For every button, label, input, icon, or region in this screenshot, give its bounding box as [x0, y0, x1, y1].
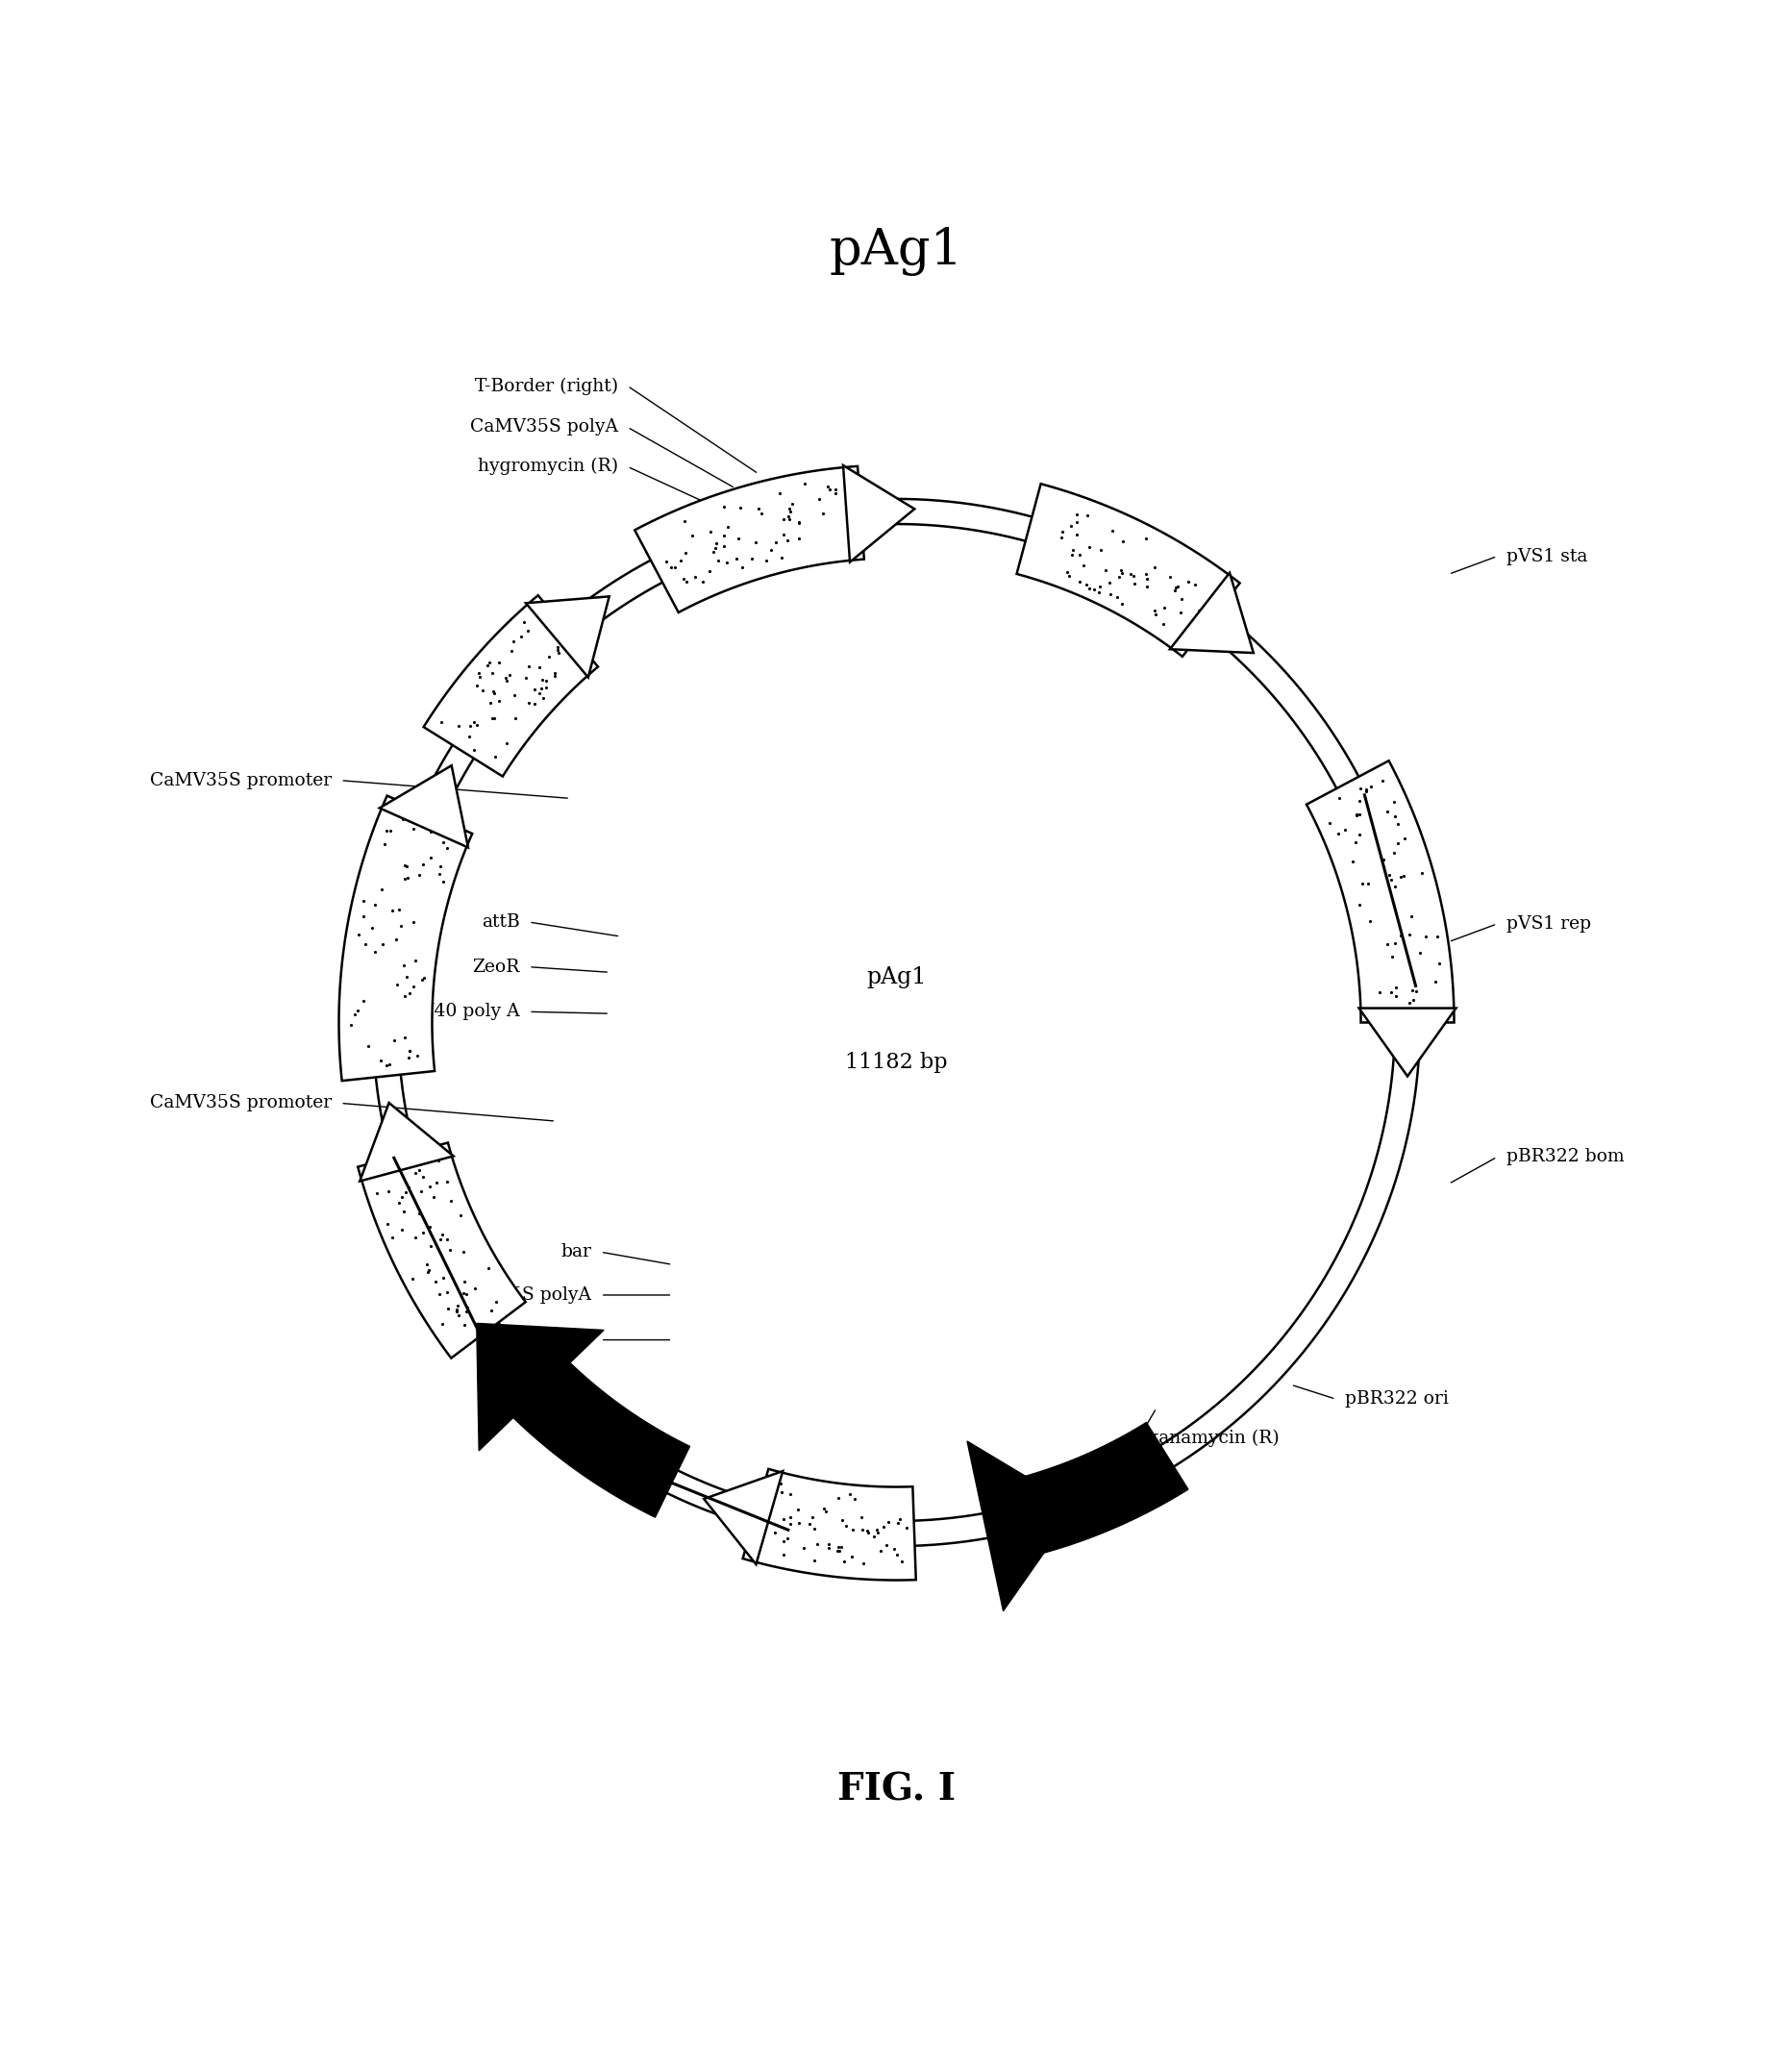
Polygon shape [634, 466, 864, 611]
Polygon shape [500, 1350, 690, 1517]
Polygon shape [360, 1102, 453, 1182]
Text: pVS1 sta: pVS1 sta [1505, 548, 1586, 564]
Text: pAg1: pAg1 [830, 227, 962, 276]
Text: pVS1 rep: pVS1 rep [1505, 916, 1590, 933]
Polygon shape [339, 796, 471, 1082]
Text: bar: bar [561, 1243, 591, 1260]
Polygon shape [1306, 761, 1453, 1022]
Polygon shape [1358, 1008, 1455, 1076]
Polygon shape [423, 595, 599, 777]
Text: FIG. I: FIG. I [837, 1771, 955, 1808]
Text: CaMV35S promoter: CaMV35S promoter [151, 1094, 332, 1112]
Polygon shape [1016, 485, 1238, 656]
Polygon shape [842, 466, 914, 562]
Text: SV40 poly A: SV40 poly A [409, 1004, 520, 1020]
Text: 11182 bp: 11182 bp [844, 1051, 948, 1072]
Text: pBR322 bom: pBR322 bom [1505, 1149, 1624, 1166]
Text: T-Border (left): T-Border (left) [462, 1331, 591, 1348]
Text: CaMV35S polyA: CaMV35S polyA [470, 419, 618, 436]
Text: pAg1: pAg1 [866, 967, 926, 988]
Text: CaMV35S promoter: CaMV35S promoter [151, 771, 332, 789]
Polygon shape [966, 1442, 1075, 1611]
Text: T-Border (right): T-Border (right) [475, 376, 618, 395]
Polygon shape [995, 1423, 1188, 1560]
Polygon shape [1170, 573, 1253, 652]
Text: kanamycin (R): kanamycin (R) [1147, 1429, 1278, 1448]
Text: hygromycin (R): hygromycin (R) [478, 458, 618, 474]
Text: CaMV35S polyA: CaMV35S polyA [443, 1286, 591, 1305]
Polygon shape [380, 765, 468, 847]
Text: attB: attB [482, 914, 520, 930]
Polygon shape [704, 1470, 783, 1564]
Polygon shape [477, 1323, 604, 1450]
Polygon shape [742, 1468, 916, 1581]
Text: pBR322 ori: pBR322 ori [1344, 1391, 1448, 1407]
Text: ZeoR: ZeoR [473, 959, 520, 975]
Polygon shape [358, 1143, 525, 1358]
Polygon shape [525, 597, 609, 677]
